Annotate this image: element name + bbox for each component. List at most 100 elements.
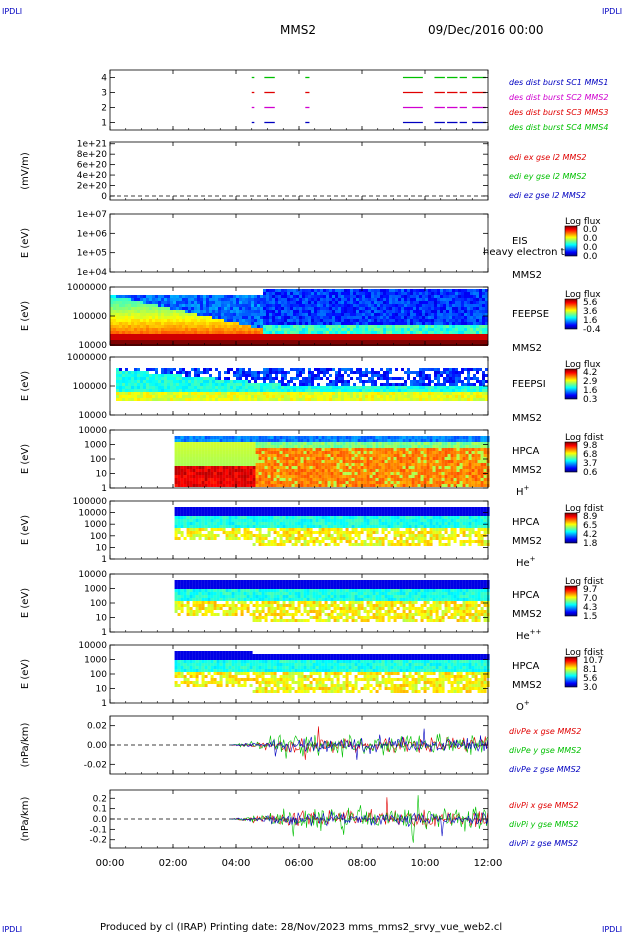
spectrogram-cell bbox=[224, 389, 227, 392]
spectrogram-cell bbox=[252, 463, 256, 466]
spectrogram-cell bbox=[333, 463, 337, 466]
spectrogram-cell bbox=[431, 328, 434, 331]
spectrogram-cell bbox=[194, 337, 197, 340]
spectrogram-cell bbox=[131, 331, 134, 334]
spectrogram-cell bbox=[315, 481, 319, 484]
spectrogram-cell bbox=[482, 289, 485, 292]
spectrogram-cell bbox=[227, 371, 230, 374]
spectrogram-cell bbox=[350, 337, 353, 340]
spectrogram-cell bbox=[174, 454, 178, 457]
spectrogram-cell bbox=[209, 304, 212, 307]
spectrogram-cell bbox=[299, 389, 302, 392]
spectrogram-cell bbox=[332, 319, 335, 322]
spectrogram-cell bbox=[290, 313, 293, 316]
spectrogram-cell bbox=[395, 386, 398, 389]
spectrogram-cell bbox=[288, 478, 292, 481]
spectrogram-cell bbox=[137, 374, 140, 377]
spectrogram-cell bbox=[335, 343, 338, 346]
y-axis-label: E (eV) bbox=[20, 301, 31, 331]
spectrogram-cell bbox=[263, 374, 266, 377]
spectrogram-cell bbox=[383, 337, 386, 340]
spectrogram-cell bbox=[186, 466, 190, 469]
spectrogram-cell bbox=[312, 469, 316, 472]
spectrogram-cell bbox=[290, 343, 293, 346]
spectrogram-cell bbox=[189, 460, 193, 463]
spectrogram-cell bbox=[455, 325, 458, 328]
spectrogram-cell bbox=[360, 457, 364, 460]
spectrogram-cell bbox=[267, 439, 271, 442]
spectrogram-cell bbox=[198, 484, 202, 487]
spectrogram-cell bbox=[213, 439, 217, 442]
spectrogram-cell bbox=[215, 368, 218, 371]
spectrogram-cell bbox=[284, 377, 287, 380]
spectrogram-cell bbox=[206, 368, 209, 371]
spectrogram-cell bbox=[350, 340, 353, 343]
spectrogram-cell bbox=[137, 334, 140, 337]
spectrogram-cell bbox=[206, 331, 209, 334]
spectrogram-cell bbox=[485, 374, 488, 377]
spectrogram-cell bbox=[333, 451, 337, 454]
spectrogram-cell bbox=[446, 316, 449, 319]
spectrogram-cell bbox=[282, 478, 286, 481]
spectrogram-cell bbox=[251, 395, 254, 398]
spectrogram-cell bbox=[320, 295, 323, 298]
spectrogram-cell bbox=[458, 301, 461, 304]
spectrogram-cell bbox=[293, 337, 296, 340]
spectrogram-cell bbox=[332, 380, 335, 383]
spectrogram-cell bbox=[173, 331, 176, 334]
spectrogram-cell bbox=[365, 392, 368, 395]
spectrogram-cell bbox=[284, 292, 287, 295]
spectrogram-cell bbox=[392, 313, 395, 316]
spectrogram-cell bbox=[479, 334, 482, 337]
spectrogram-cell bbox=[245, 298, 248, 301]
spectrogram-cell bbox=[347, 310, 350, 313]
spectrogram-cell bbox=[200, 322, 203, 325]
spectrogram-cell bbox=[290, 392, 293, 395]
spectrogram-cell bbox=[306, 481, 310, 484]
spectrogram-cell bbox=[119, 322, 122, 325]
spectrogram-cell bbox=[284, 313, 287, 316]
spectrogram-cell bbox=[383, 392, 386, 395]
spectrogram-cell bbox=[149, 322, 152, 325]
spectrogram-cell bbox=[143, 383, 146, 386]
spectrogram-cell bbox=[479, 304, 482, 307]
spectrogram-cell bbox=[203, 301, 206, 304]
spectrogram-cell bbox=[485, 319, 488, 322]
spectrogram-cell bbox=[455, 319, 458, 322]
spectrogram-cell bbox=[344, 371, 347, 374]
spectrogram-cell bbox=[323, 310, 326, 313]
spectrogram-cell bbox=[239, 395, 242, 398]
spectrogram-cell bbox=[351, 466, 355, 469]
spectrogram-cell bbox=[158, 298, 161, 301]
spectrogram-cell bbox=[398, 307, 401, 310]
spectrogram-cell bbox=[218, 304, 221, 307]
spectrogram-cell bbox=[422, 313, 425, 316]
spectrogram-cell bbox=[317, 298, 320, 301]
spectrogram-cell bbox=[218, 310, 221, 313]
colorbar-tick-label: 0.0 bbox=[583, 234, 598, 244]
spectrogram-cell bbox=[461, 316, 464, 319]
spectrogram-cell bbox=[233, 298, 236, 301]
spectrogram-cell bbox=[297, 439, 301, 442]
spectrogram-cell bbox=[470, 331, 473, 334]
spectrogram-cell bbox=[296, 343, 299, 346]
spectrogram-cell bbox=[192, 475, 196, 478]
spectrogram-cell bbox=[395, 392, 398, 395]
y-tick-label: 10000 bbox=[78, 341, 107, 351]
spectrogram-cell bbox=[422, 322, 425, 325]
spectrogram-cell bbox=[338, 319, 341, 322]
y-tick-label: 1 bbox=[101, 119, 107, 129]
spectrogram-cell bbox=[281, 298, 284, 301]
spectrogram-cell bbox=[149, 328, 152, 331]
spectrogram-cell bbox=[333, 460, 337, 463]
spectrogram-cell bbox=[263, 377, 266, 380]
spectrogram-cell bbox=[374, 334, 377, 337]
spectrogram-cell bbox=[419, 310, 422, 313]
spectrogram-cell bbox=[249, 439, 253, 442]
spectrogram-cell bbox=[230, 298, 233, 301]
spectrogram-cell bbox=[416, 395, 419, 398]
spectrogram-cell bbox=[284, 316, 287, 319]
spectrogram-cell bbox=[306, 445, 310, 448]
spectrogram-cell bbox=[158, 322, 161, 325]
spectrogram-cell bbox=[240, 448, 244, 451]
